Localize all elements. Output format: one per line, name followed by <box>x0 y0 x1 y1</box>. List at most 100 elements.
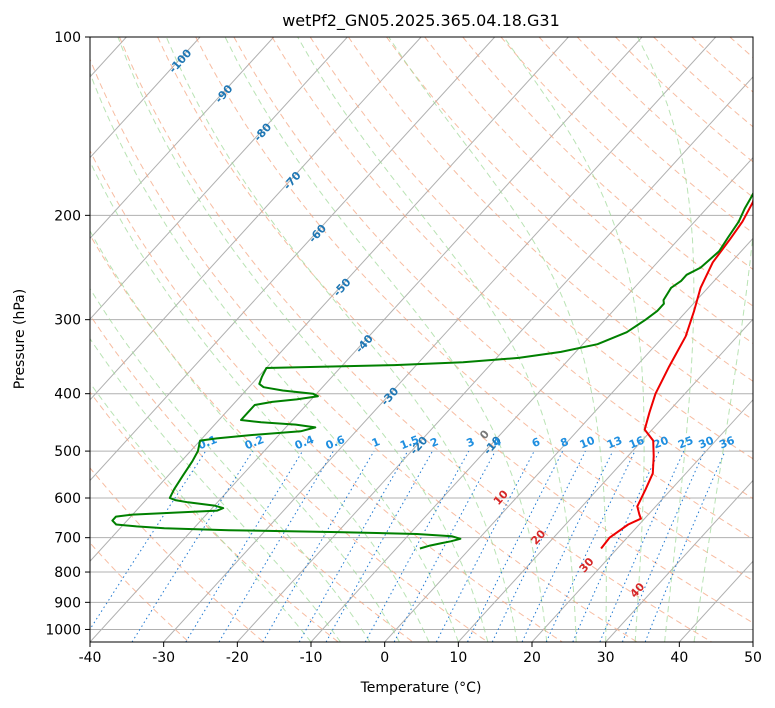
moist-adiabat-line <box>297 37 577 642</box>
x-tick-label: -10 <box>300 650 323 666</box>
x-axis-label: Temperature (°C) <box>360 680 482 696</box>
dry-adiabat-label: -100 <box>166 46 194 75</box>
background-lines <box>90 37 753 642</box>
mixing-ratio-line <box>185 450 304 642</box>
moist-adiabat-line <box>90 160 430 642</box>
y-tick-label: 800 <box>54 565 81 581</box>
mixing-ratio-line <box>467 450 564 642</box>
moist-adiabat-line <box>117 37 489 642</box>
y-tick-label: 400 <box>54 387 81 403</box>
moist-adiabat-line <box>388 37 607 642</box>
isotherm-line <box>605 479 753 642</box>
dry-adiabat-label: -30 <box>378 385 401 409</box>
mixing-ratio-line <box>491 450 586 642</box>
dry-adiabat-line <box>347 37 753 421</box>
y-tick-label: 1000 <box>45 622 81 638</box>
isotherm-line <box>90 37 275 240</box>
dry-adiabat-line <box>90 391 339 642</box>
dry-adiabat-line <box>691 37 753 93</box>
x-tick-label: 30 <box>597 650 615 666</box>
dry-adiabat-line <box>90 58 638 642</box>
temperature-trace <box>600 196 753 550</box>
mixing-ratio-label: 36 <box>717 434 736 452</box>
dry-adiabat-line <box>195 37 753 582</box>
x-tick-label: -30 <box>152 650 175 666</box>
dry-adiabat-line <box>90 149 563 642</box>
mixing-ratio-label: 20 <box>651 434 670 452</box>
y-tick-label: 200 <box>54 208 81 224</box>
y-tick-label: 900 <box>54 595 81 611</box>
mixing-ratio-line <box>298 450 409 642</box>
y-tick-label: 500 <box>54 444 81 460</box>
isotherm-line <box>531 399 753 642</box>
isotherm-line <box>90 37 201 159</box>
moist-adiabat-line <box>90 287 371 642</box>
moist-adiabat-line <box>224 37 548 642</box>
mixing-ratio-line <box>572 450 660 642</box>
axis-ticks: -40 -30 -20 -10 0 10 20 30 40 5010020030040050060… <box>45 30 762 666</box>
mixing-ratio-line <box>131 450 254 642</box>
isotherm-line <box>384 237 753 642</box>
dry-adiabat-line <box>729 37 753 59</box>
dry-adiabat-line <box>653 37 753 128</box>
mixing-ratio-line <box>521 450 614 642</box>
mixing-ratio-label: 1 <box>370 435 382 450</box>
dry-adiabat-label: -80 <box>251 120 274 144</box>
dewpoint-trace <box>111 191 753 550</box>
moist-adiabat-line <box>165 37 518 642</box>
x-tick-label: 20 <box>523 650 541 666</box>
adiabat-labels: -100-90-80-70-60-50-40-30-20 -10010203040… <box>166 46 736 600</box>
x-tick-label: -20 <box>226 650 249 666</box>
dry-adiabat-line <box>118 37 712 642</box>
isotherm-line <box>90 37 569 563</box>
dry-adiabat-line <box>462 37 753 307</box>
isotherm-line <box>752 641 753 642</box>
mixing-ratio-line <box>599 450 685 642</box>
moist-adiabat-line <box>503 37 645 642</box>
dry-adiabat-line <box>90 234 488 642</box>
isotherm-line <box>90 37 422 401</box>
moist-adiabat-line <box>90 382 312 642</box>
dry-adiabat-line <box>157 37 753 624</box>
x-tick-label: 50 <box>744 650 762 666</box>
isotherm-line <box>236 76 753 642</box>
mixing-ratio-label: 16 <box>627 434 646 452</box>
mixing-ratio-label: 3 <box>465 435 477 450</box>
moist-adiabat-label: 40 <box>628 580 648 600</box>
isotherm-line <box>90 37 643 642</box>
isotherm-line <box>457 318 753 642</box>
moist-adiabat-line <box>90 337 341 642</box>
mixing-ratio-label: 2 <box>428 435 440 450</box>
sounding-series <box>111 191 753 550</box>
mixing-ratio-line <box>262 450 375 642</box>
mixing-ratio-line <box>545 450 636 642</box>
moist-adiabat-line <box>90 229 400 642</box>
dry-adiabat-line <box>233 37 753 540</box>
mixing-ratio-line <box>218 450 334 642</box>
moist-adiabat-label: 20 <box>528 527 548 547</box>
dry-adiabat-label: -70 <box>281 169 304 193</box>
dry-adiabat-line <box>90 467 264 642</box>
mixing-ratio-line <box>621 450 705 642</box>
dry-adiabat-label: -40 <box>353 332 376 356</box>
chart-title: wetPf2_GN05.2025.365.04.18.G31 <box>282 11 560 31</box>
dry-adiabat-label: -60 <box>306 222 329 246</box>
mixing-ratio-line <box>393 450 496 642</box>
dry-adiabat-line <box>424 37 753 344</box>
mixing-ratio-label: 6 <box>530 435 542 450</box>
mixing-ratio-line <box>644 450 726 642</box>
y-tick-label: 700 <box>54 531 81 547</box>
mixing-ratio-label: 8 <box>559 435 571 450</box>
moist-adiabat-line <box>90 71 459 642</box>
x-tick-label: 0 <box>380 650 389 666</box>
y-tick-label: 600 <box>54 491 81 507</box>
y-tick-label: 100 <box>54 30 81 46</box>
mixing-ratio-label: 25 <box>676 434 695 452</box>
plot-frame <box>89 36 754 643</box>
moist-adiabat-line <box>693 229 753 642</box>
y-axis-label: Pressure (hPa) <box>12 289 28 389</box>
mixing-ratio-line <box>90 450 207 631</box>
isotherm-line <box>90 37 496 482</box>
dry-adiabat-line <box>271 37 753 500</box>
